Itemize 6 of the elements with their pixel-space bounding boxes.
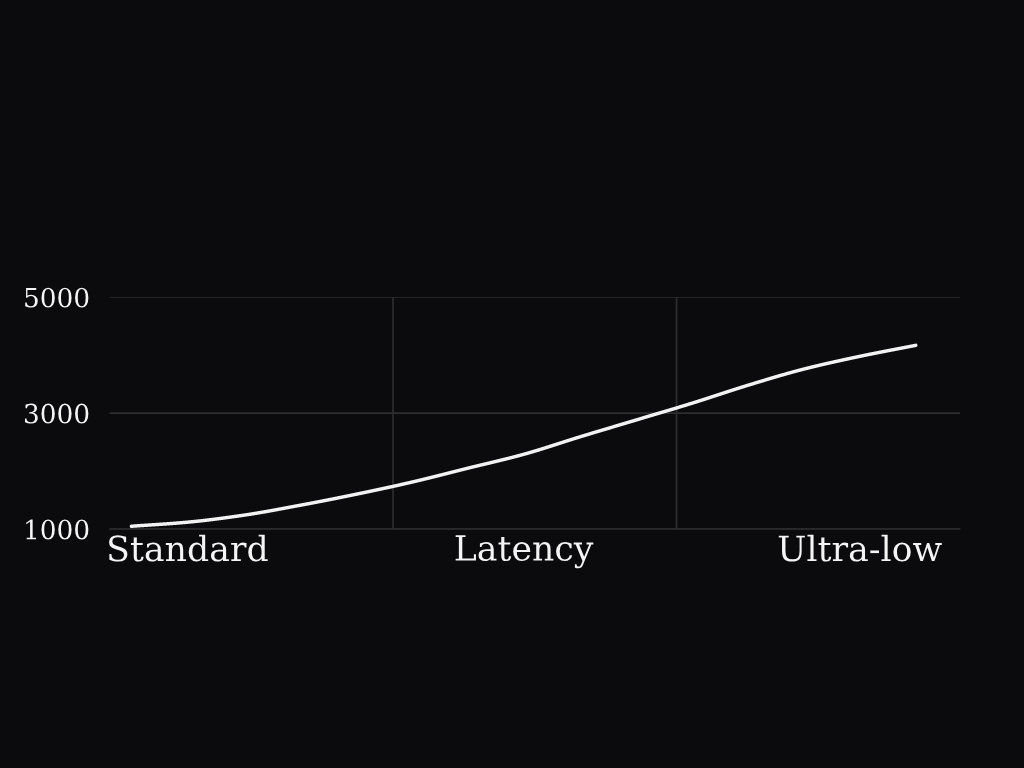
y-tick-label: 3000 [24,403,89,424]
y-tick-label: 5000 [25,287,89,308]
x-tick-label: Standard [109,534,268,562]
x-tick-label: Latency [455,535,594,569]
y-tick-label: 1000 [26,519,89,540]
x-tick-label: Ultra-low [778,534,942,562]
